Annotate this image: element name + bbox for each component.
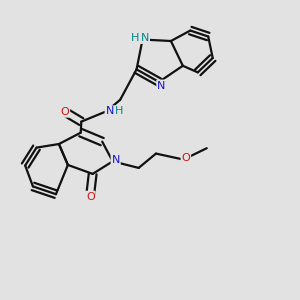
- Text: N: N: [112, 155, 120, 165]
- Text: H: H: [115, 106, 123, 116]
- Text: O: O: [86, 192, 95, 202]
- Text: N: N: [157, 80, 166, 91]
- Text: H: H: [131, 33, 139, 43]
- Text: N: N: [106, 106, 114, 116]
- Text: N: N: [141, 33, 149, 43]
- Text: O: O: [61, 107, 69, 117]
- Text: O: O: [182, 153, 190, 163]
